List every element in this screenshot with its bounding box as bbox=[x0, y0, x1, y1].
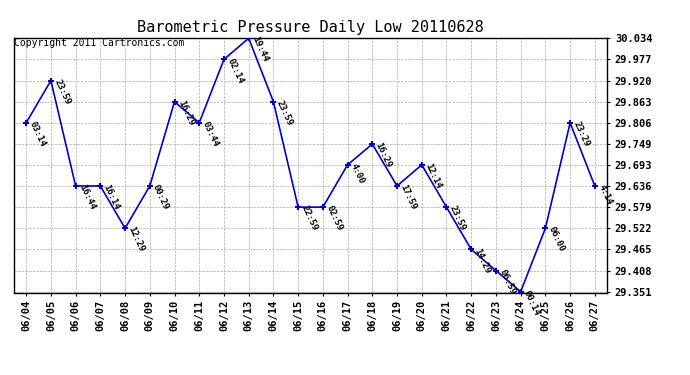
Text: 19:44: 19:44 bbox=[250, 36, 270, 64]
Text: 23:59: 23:59 bbox=[275, 99, 295, 127]
Text: 16:29: 16:29 bbox=[176, 99, 195, 127]
Title: Barometric Pressure Daily Low 20110628: Barometric Pressure Daily Low 20110628 bbox=[137, 20, 484, 35]
Text: 02:14: 02:14 bbox=[226, 57, 245, 85]
Text: 22:59: 22:59 bbox=[299, 204, 319, 232]
Text: 03:14: 03:14 bbox=[28, 120, 47, 148]
Text: 00:29: 00:29 bbox=[151, 183, 170, 211]
Text: 23:59: 23:59 bbox=[52, 78, 72, 106]
Text: 16:44: 16:44 bbox=[77, 183, 97, 211]
Text: 4:00: 4:00 bbox=[349, 162, 366, 185]
Text: 12:14: 12:14 bbox=[423, 162, 443, 190]
Text: 06:00: 06:00 bbox=[546, 225, 566, 254]
Text: Copyright 2011 Cartronics.com: Copyright 2011 Cartronics.com bbox=[14, 38, 184, 48]
Text: 17:59: 17:59 bbox=[398, 183, 418, 211]
Text: 23:29: 23:29 bbox=[571, 120, 591, 148]
Text: 4:14: 4:14 bbox=[596, 183, 613, 207]
Text: 14:29: 14:29 bbox=[473, 247, 492, 275]
Text: 16:29: 16:29 bbox=[374, 141, 393, 170]
Text: 03:44: 03:44 bbox=[201, 120, 220, 148]
Text: 02:59: 02:59 bbox=[324, 204, 344, 232]
Text: 12:29: 12:29 bbox=[126, 225, 146, 254]
Text: 00:14: 00:14 bbox=[522, 289, 542, 317]
Text: 23:59: 23:59 bbox=[448, 204, 467, 232]
Text: 16:14: 16:14 bbox=[101, 183, 121, 211]
Text: 06:59: 06:59 bbox=[497, 268, 517, 296]
